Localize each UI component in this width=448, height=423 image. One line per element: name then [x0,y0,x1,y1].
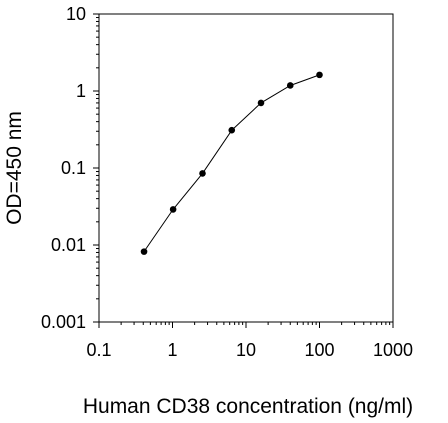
data-point [199,170,206,177]
x-tick-label: 100 [304,340,334,360]
series-line [143,74,320,252]
data-point [257,99,265,107]
y-tick-label: 0.1 [61,158,86,178]
y-tick-label: 0.01 [51,235,86,255]
data-point [228,126,236,134]
x-axis-ticks: 0.1 1 10 100 1000 [86,322,413,360]
data-point [169,206,177,213]
x-tick-label: 0.1 [86,340,111,360]
y-tick-label: 10 [66,4,86,24]
data-point [140,248,148,255]
y-tick-label: 0.001 [41,312,86,332]
x-axis-title: Human CD38 concentration (ng/ml) [83,395,413,418]
x-tick-label: 10 [236,340,256,360]
data-point [316,71,323,79]
plot-frame [98,13,394,323]
y-tick-label: 1 [76,81,86,101]
data-point [286,82,294,89]
x-tick-label: 1 [167,340,177,360]
y-axis-ticks: 10 1 0.1 0.01 0.001 [41,4,99,332]
y-axis-title: OD=450 nm [3,111,26,225]
series-layer [140,71,323,255]
x-tick-label: 1000 [373,340,413,360]
